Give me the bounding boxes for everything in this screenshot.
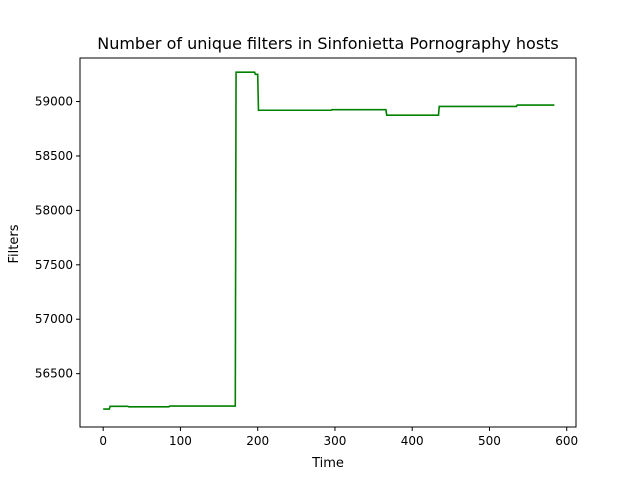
x-tick-label: 400 (401, 434, 424, 448)
chart-title: Number of unique filters in Sinfonietta … (97, 34, 559, 53)
y-tick-label: 56500 (35, 367, 73, 381)
x-axis-label: Time (311, 456, 344, 471)
x-tick-label: 0 (99, 434, 107, 448)
y-tick-label: 58500 (35, 149, 73, 163)
y-tick-label: 57000 (35, 312, 73, 326)
x-tick-label: 100 (169, 434, 192, 448)
x-tick-label: 300 (324, 434, 347, 448)
x-tick-label: 600 (555, 434, 578, 448)
series-line (103, 71, 555, 410)
plot-area (103, 71, 555, 410)
y-tick-label: 59000 (35, 95, 73, 109)
y-axis: 56500 57000 57500 58000 58500 59000 (35, 95, 80, 381)
x-tick-label: 500 (478, 434, 501, 448)
x-tick-label: 200 (246, 434, 269, 448)
x-axis: 0 100 200 300 400 500 600 (99, 427, 578, 448)
y-tick-label: 58000 (35, 203, 73, 217)
plot-frame (79, 57, 577, 428)
y-axis-label: Filters (7, 224, 22, 263)
y-tick-label: 57500 (35, 258, 73, 272)
